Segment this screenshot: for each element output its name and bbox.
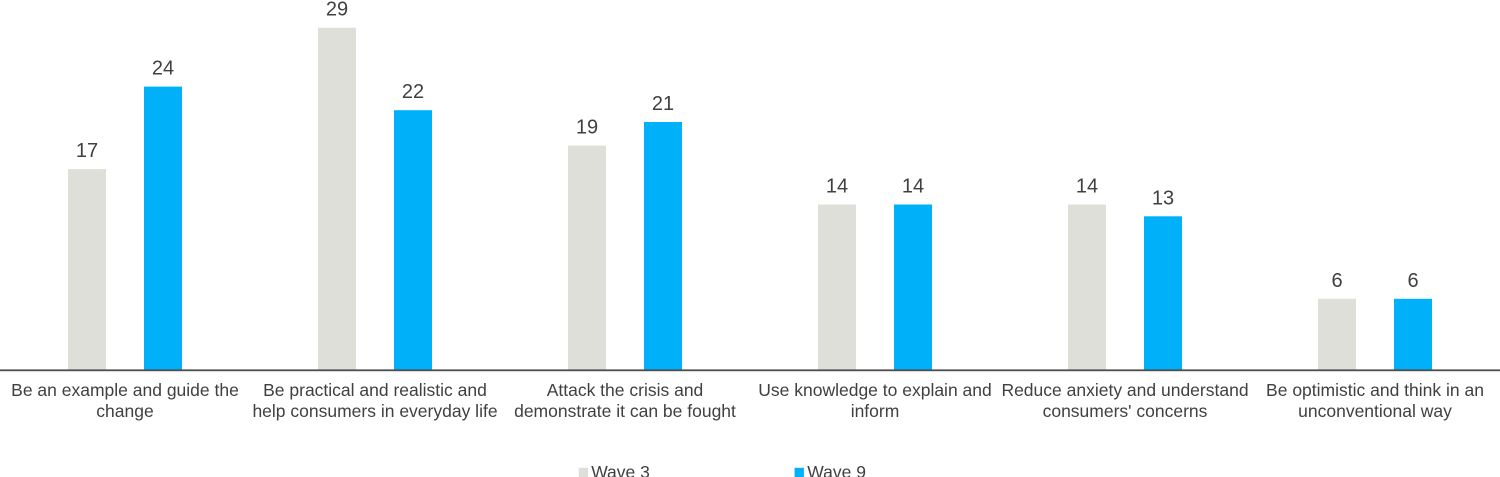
svg-text:change: change <box>96 401 153 421</box>
svg-text:Be practical and realistic and: Be practical and realistic and <box>263 380 487 400</box>
svg-text:14: 14 <box>1076 176 1098 198</box>
svg-text:17: 17 <box>76 140 98 162</box>
svg-text:29: 29 <box>326 0 348 21</box>
svg-text:22: 22 <box>402 81 424 103</box>
svg-text:Be optimistic and think in an: Be optimistic and think in an <box>1266 380 1484 400</box>
svg-text:14: 14 <box>902 176 924 198</box>
svg-text:inform: inform <box>851 401 900 421</box>
svg-text:Wave 9: Wave 9 <box>807 462 866 477</box>
svg-text:13: 13 <box>1152 187 1174 209</box>
svg-text:Wave 3: Wave 3 <box>591 462 650 477</box>
svg-text:24: 24 <box>152 58 174 80</box>
svg-text:19: 19 <box>576 117 598 139</box>
svg-text:14: 14 <box>826 176 848 198</box>
svg-text:Use knowledge to explain and: Use knowledge to explain and <box>758 380 992 400</box>
svg-text:Be an example and guide the: Be an example and guide the <box>11 380 239 400</box>
svg-text:Attack the crisis and: Attack the crisis and <box>547 380 704 400</box>
svg-text:6: 6 <box>1331 270 1342 292</box>
svg-text:unconventional way: unconventional way <box>1298 401 1452 421</box>
svg-text:21: 21 <box>652 93 674 115</box>
svg-text:help consumers in everyday lif: help consumers in everyday life <box>252 401 497 421</box>
svg-text:Reduce anxiety and understand: Reduce anxiety and understand <box>1001 380 1248 400</box>
svg-text:6: 6 <box>1407 270 1418 292</box>
svg-text:consumers' concerns: consumers' concerns <box>1043 401 1208 421</box>
svg-text:demonstrate it can be fought: demonstrate it can be fought <box>514 401 736 421</box>
